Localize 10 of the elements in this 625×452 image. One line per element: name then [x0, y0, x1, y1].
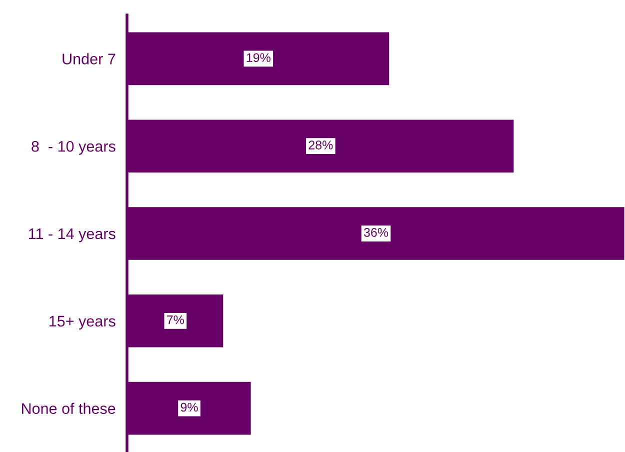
data-label: 36% — [364, 228, 388, 237]
y-tick-label: 11 - 14 years — [29, 228, 116, 242]
data-label: 7% — [167, 315, 184, 324]
data-label: 9% — [180, 402, 198, 412]
data-label: 19% — [246, 53, 270, 62]
data-label: 28% — [308, 140, 333, 150]
y-tick-label: 8 - 10 years — [32, 140, 116, 155]
y-tick-label: 15+ years — [50, 316, 116, 330]
y-tick-label: None of these — [22, 402, 116, 414]
y-tick-label: Under 7 — [62, 53, 116, 64]
